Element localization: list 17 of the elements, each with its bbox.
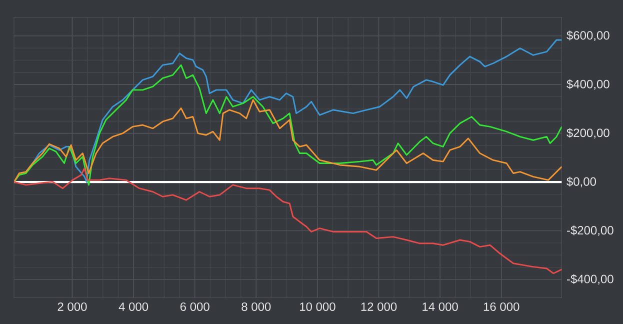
y-tick-label: $0,00 (566, 176, 596, 188)
x-tick-label: 16 000 (484, 302, 520, 311)
x-tick-label: 12 000 (361, 302, 397, 311)
y-tick-label: $400,00 (566, 79, 610, 90)
x-tick-label: 8 000 (242, 302, 271, 311)
x-tick-label: 10 000 (300, 302, 336, 311)
line-series (14, 168, 562, 274)
x-tick-label: 2 000 (58, 302, 87, 311)
x-tick-label: 6 000 (180, 302, 210, 311)
x-tick-label: 14 000 (422, 302, 458, 311)
line-series (14, 99, 562, 183)
y-tick-label: $200,00 (566, 128, 610, 138)
y-tick-label: -$400,00 (566, 274, 614, 285)
x-tick-label: 4 000 (118, 302, 148, 311)
line-series (14, 64, 562, 186)
y-tick-label: $600,00 (566, 30, 610, 42)
y-tick-label: -$200,00 (566, 226, 614, 236)
